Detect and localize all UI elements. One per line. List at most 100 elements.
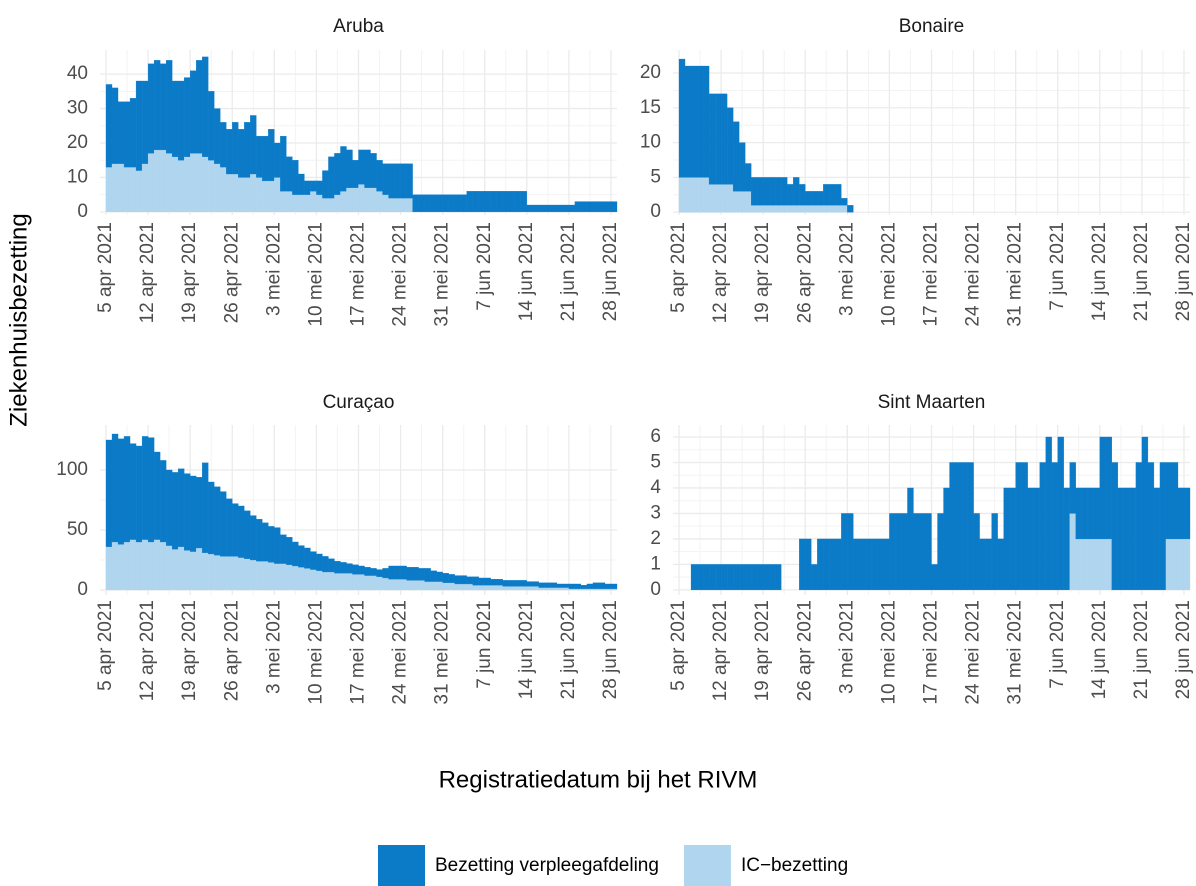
bar-segment [720, 184, 728, 213]
bar-segment [171, 80, 179, 157]
bar-segment [889, 513, 896, 591]
bar-segment [376, 576, 383, 591]
bar-segment [763, 564, 770, 591]
bar-segment [448, 194, 455, 213]
bar-segment [256, 519, 263, 562]
y-tick-label: 40 [67, 63, 88, 84]
bar-segment [955, 462, 962, 591]
bar-segment [190, 153, 197, 213]
bar-segment [412, 194, 419, 213]
bar-segment [598, 582, 606, 589]
bar-segment [256, 135, 263, 178]
bar-segment [478, 585, 485, 591]
x-tick-label: 19 apr 2021 [752, 222, 773, 323]
bar-segment [262, 561, 269, 591]
y-tick-label: 0 [77, 201, 88, 222]
bar-segment [382, 568, 389, 579]
bar-segment [919, 513, 926, 591]
bar-segment [214, 108, 221, 164]
bar-segment [901, 513, 908, 591]
bar-segment [111, 87, 119, 164]
bar-segment [1027, 487, 1034, 591]
bar-segment [708, 184, 716, 213]
bar-segment [117, 101, 125, 164]
x-tick-label: 28 jun 2021 [1173, 222, 1194, 321]
bar-segment [430, 570, 437, 582]
bar-segment [604, 583, 612, 589]
bar-segment [316, 180, 323, 195]
bar-segment [574, 583, 582, 589]
bar-segment [214, 163, 221, 213]
bar-segment [316, 553, 323, 571]
bar-segment [696, 65, 704, 178]
bar-segment [202, 56, 209, 157]
bar-segment [478, 191, 485, 213]
bar-segment [280, 563, 287, 591]
bar-segment [178, 160, 185, 213]
bar-segment [1099, 436, 1106, 540]
y-tick-label: 0 [650, 201, 661, 222]
bar-segment [196, 60, 203, 154]
bar-segment [352, 564, 359, 575]
x-tick-label: 14 jun 2021 [516, 222, 537, 321]
y-tick-label: 0 [650, 579, 661, 600]
bar-segment [280, 135, 287, 192]
y-tick-label: 100 [56, 459, 88, 480]
bar-segment [418, 580, 425, 591]
bar-segment [202, 156, 209, 213]
bar-segment [973, 513, 980, 591]
bar-segment [514, 586, 521, 591]
bar-segment [286, 191, 293, 213]
bar-segment [1171, 538, 1179, 591]
bar-segment [286, 537, 293, 565]
bar-segment [406, 197, 413, 213]
bar-segment [232, 556, 239, 591]
bar-segment [811, 564, 818, 591]
bar-segment [829, 184, 836, 206]
bar-segment [726, 184, 734, 213]
y-tick-label: 20 [67, 132, 88, 153]
y-tick-label: 50 [67, 519, 88, 540]
bar-segment [220, 556, 227, 591]
bar-segment [190, 475, 197, 552]
bar-segment [117, 163, 125, 213]
bar-segment [298, 567, 305, 591]
x-tick-label: 14 jun 2021 [516, 600, 537, 699]
bar-segment [726, 564, 734, 591]
bar-segment [751, 205, 758, 213]
bar-segment [340, 573, 347, 591]
bar-segment [105, 84, 113, 168]
bar-segment [190, 70, 197, 154]
bar-segment [424, 581, 431, 591]
bar-segment [298, 194, 305, 213]
bar-segment [823, 538, 830, 591]
bar-segment [799, 184, 806, 206]
bar-segment [262, 522, 269, 562]
bar-segment [460, 194, 467, 213]
bar-segment [280, 191, 287, 213]
bar-segment [123, 166, 131, 213]
bar-segment [184, 550, 191, 591]
bar-segment [147, 541, 155, 591]
bar-segment [1087, 487, 1094, 540]
bar-segment [817, 538, 824, 591]
bar-segment [430, 581, 437, 591]
bar-segment [436, 571, 443, 582]
bar-segment [184, 77, 191, 157]
bar-segment [352, 187, 359, 213]
x-tick-label: 5 apr 2021 [668, 600, 689, 691]
bar-segment [220, 166, 227, 213]
x-tick-label: 5 apr 2021 [95, 600, 116, 691]
bar-segment [250, 515, 257, 561]
bar-segment [769, 177, 776, 206]
bar-segment [256, 177, 263, 213]
bar-segment [111, 163, 119, 213]
bar-segment [714, 184, 722, 213]
bar-segment [322, 556, 329, 573]
bar-segment [732, 191, 740, 213]
bar-segment [268, 180, 275, 213]
bar-segment [274, 563, 281, 591]
x-tick-label: 12 apr 2021 [710, 222, 731, 323]
bar-segment [448, 574, 455, 583]
legend: Bezetting verpleegafdeling IC−bezetting [378, 845, 848, 886]
